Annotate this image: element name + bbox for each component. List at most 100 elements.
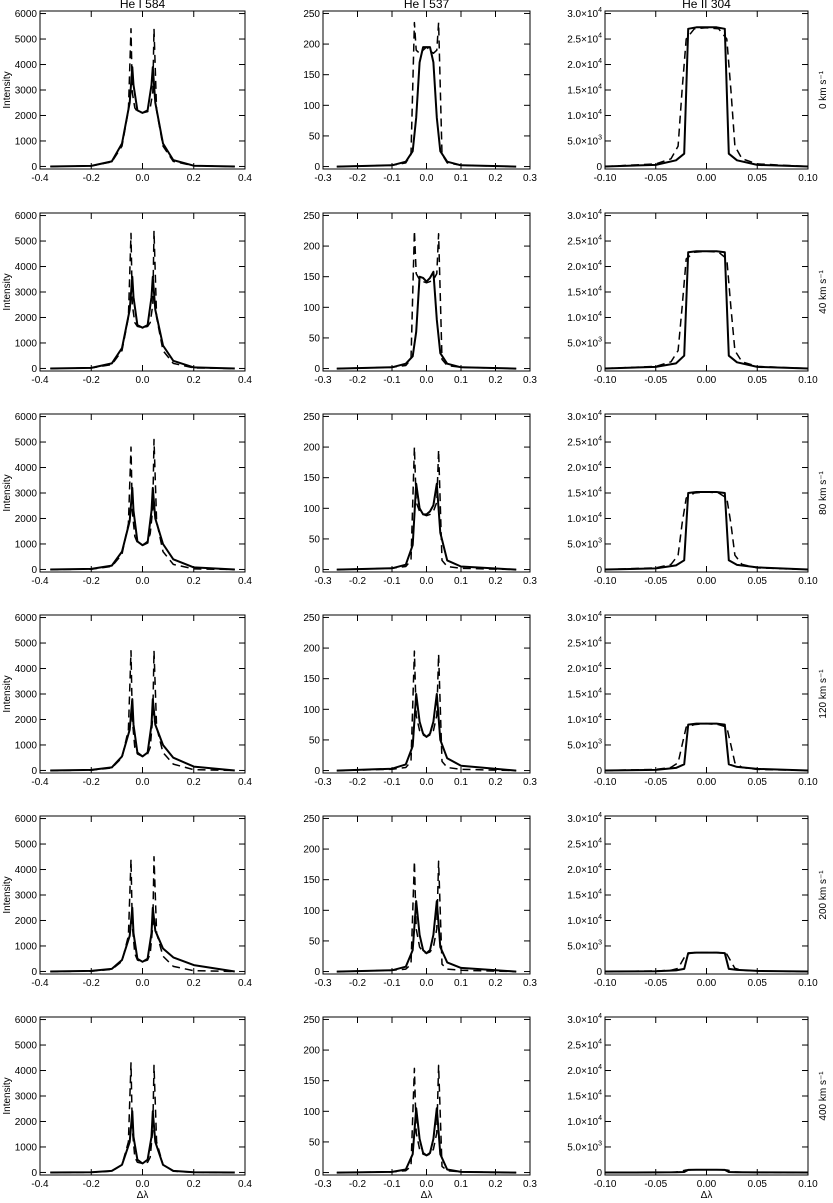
y-tick-mantissa: 1.5×10 [567,891,598,902]
series-solid-line [604,722,809,772]
x-tick-label: -0.05 [644,978,667,989]
series-solid-line [336,482,517,571]
y-tick-mantissa: 1.0×10 [567,916,598,927]
y-tick-label: 2.5×104 [567,33,602,46]
x-tick-label: 0.2 [489,576,503,587]
x-tick-label: 0.10 [798,1179,818,1190]
x-tick-label: 0.10 [798,173,818,184]
y-tick-label: 0 [596,766,602,777]
x-tick-label: 0.00 [697,978,717,989]
x-tick-label: -0.10 [594,777,617,788]
y-tick-mantissa: 3.0×10 [567,211,598,222]
y-tick-mantissa: 1.5×10 [567,690,598,701]
y-tick-mantissa: 2.5×10 [567,35,598,46]
x-tick-label: 0.2 [489,1179,503,1190]
y-tick-mantissa: 2.0×10 [567,60,598,71]
y-tick-label: 250 [303,412,320,423]
y-tick-mantissa: 3.0×10 [567,1015,598,1026]
y-tick-label: 100 [303,101,320,112]
x-tick-label: 0.00 [697,173,717,184]
y-tick-label: 200 [303,242,320,253]
x-tick-label: 0.4 [238,375,252,386]
panel: -0.10 -0.05 0.00 0.05 0.1005.0×1031.0×1041.5… [567,209,829,386]
y-tick-mantissa: 1.5×10 [567,288,598,299]
x-tick-label: 0.0 [420,576,434,587]
y-tick-label: 4000 [15,60,38,71]
x-tick-label: 0.2 [489,173,503,184]
y-tick-label: 3.0×104 [567,209,602,222]
y-tick-label: 4000 [15,463,38,474]
y-tick-label: 0 [31,766,37,777]
y-tick-label: 250 [303,211,320,222]
y-tick-mantissa: 2.0×10 [567,463,598,474]
y-tick-exponent: 4 [598,109,602,116]
panel: -0.4 -0.2 0.0 0.2 0.4 0 1000 2000 3000 4000 5000 60… [2,613,252,788]
y-tick-label: 1.5×104 [567,889,602,902]
x-tick-label: 0.0 [136,978,150,989]
y-tick-label: 150 [303,70,320,81]
y-tick-label: 0 [596,565,602,576]
x-tick-label: -0.2 [349,576,367,587]
plot-frame [322,10,531,170]
series-dashed-line [336,446,517,571]
column-title: He I 584 [120,0,166,11]
plot-frame [39,614,246,774]
x-tick-label: 0.0 [420,777,434,788]
plot-frame [604,614,809,774]
y-tick-exponent: 4 [598,235,602,242]
x-tick-label: 0.00 [697,576,717,587]
y-tick-exponent: 4 [598,914,602,921]
y-tick-exponent: 4 [598,84,602,91]
y-tick-label: 0 [596,1168,602,1179]
series-solid-line [604,250,809,370]
y-tick-label: 0 [314,162,320,173]
x-tick-label: -0.2 [349,1179,367,1190]
y-tick-label: 1.0×104 [567,1115,602,1128]
y-tick-label: 50 [309,1137,321,1148]
panel: -0.10 -0.05 0.00 0.05 0.1005.0×1031.0×1041.5… [567,611,829,788]
y-tick-exponent: 4 [598,838,602,845]
x-tick-label: 0.05 [748,978,768,989]
panel: -0.10 -0.05 0.00 0.05 0.1005.0×1031.0×1041.5… [567,7,829,184]
y-tick-label: 0 [314,967,320,978]
y-tick-exponent: 4 [598,33,602,40]
y-tick-label: 5.0×103 [567,134,602,147]
y-tick-label: 3.0×104 [567,812,602,825]
y-tick-label: 100 [303,1107,320,1118]
x-tick-label: 0.0 [136,777,150,788]
x-tick-label: -0.05 [644,576,667,587]
x-tick-label: -0.10 [594,576,617,587]
y-tick-label: 50 [309,131,321,142]
series-solid-line [50,275,235,370]
x-tick-label: -0.10 [594,978,617,989]
y-tick-label: 6000 [15,814,38,825]
y-tick-mantissa: 1.0×10 [567,313,598,324]
x-tick-label: 0.2 [187,978,201,989]
y-tick-label: 0 [596,967,602,978]
y-axis-label: Intensity [2,474,13,511]
y-tick-label: 250 [303,613,320,624]
x-tick-label: -0.3 [314,173,332,184]
y-tick-mantissa: 5.0×10 [567,941,598,952]
y-tick-label: 2000 [15,111,38,122]
y-tick-mantissa: 1.5×10 [567,86,598,97]
x-tick-label: -0.2 [83,576,101,587]
panel: -0.4 -0.2 0.0 0.2 0.4 0 1000 2000 3000 4000 5000 60… [2,814,252,989]
y-axis-label: Intensity [2,675,13,712]
y-tick-label: 200 [303,644,320,655]
y-tick-label: 2.0×104 [567,58,602,71]
series-dashed-line [50,28,235,168]
y-tick-mantissa: 1.0×10 [567,514,598,525]
y-tick-label: 2.0×104 [567,863,602,876]
y-tick-exponent: 3 [598,134,602,141]
plot-frame [322,212,531,372]
y-tick-label: 200 [303,1046,320,1057]
y-tick-label: 50 [309,735,321,746]
y-tick-label: 5000 [15,237,38,248]
y-tick-label: 5000 [15,840,38,851]
y-tick-exponent: 3 [598,537,602,544]
y-tick-mantissa: 2.5×10 [567,639,598,650]
y-tick-label: 0 [314,766,320,777]
x-tick-label: 0.3 [523,173,537,184]
y-tick-exponent: 4 [598,1090,602,1097]
